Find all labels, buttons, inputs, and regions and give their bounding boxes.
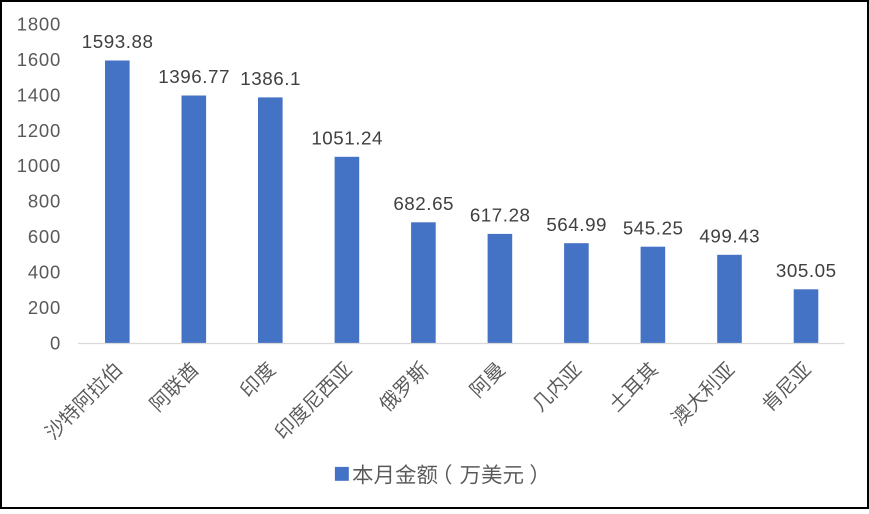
svg-text:545.25: 545.25: [623, 217, 684, 238]
svg-text:1200: 1200: [17, 120, 61, 141]
svg-text:617.28: 617.28: [470, 205, 531, 226]
svg-text:1593.88: 1593.88: [82, 31, 154, 52]
svg-text:499.43: 499.43: [699, 225, 760, 246]
svg-text:1800: 1800: [17, 14, 61, 35]
svg-text:400: 400: [28, 262, 61, 283]
svg-text:200: 200: [28, 297, 61, 318]
svg-text:600: 600: [28, 226, 61, 247]
svg-text:564.99: 564.99: [546, 214, 607, 235]
svg-text:1051.24: 1051.24: [311, 127, 383, 148]
svg-text:305.05: 305.05: [776, 260, 837, 281]
svg-text:0: 0: [50, 332, 61, 353]
svg-text:682.65: 682.65: [393, 193, 454, 214]
svg-text:1000: 1000: [17, 155, 61, 176]
svg-text:1396.77: 1396.77: [158, 66, 230, 87]
svg-text:1600: 1600: [17, 49, 61, 70]
svg-text:800: 800: [28, 191, 61, 212]
svg-text:1400: 1400: [17, 84, 61, 105]
svg-text:1386.1: 1386.1: [240, 68, 301, 89]
